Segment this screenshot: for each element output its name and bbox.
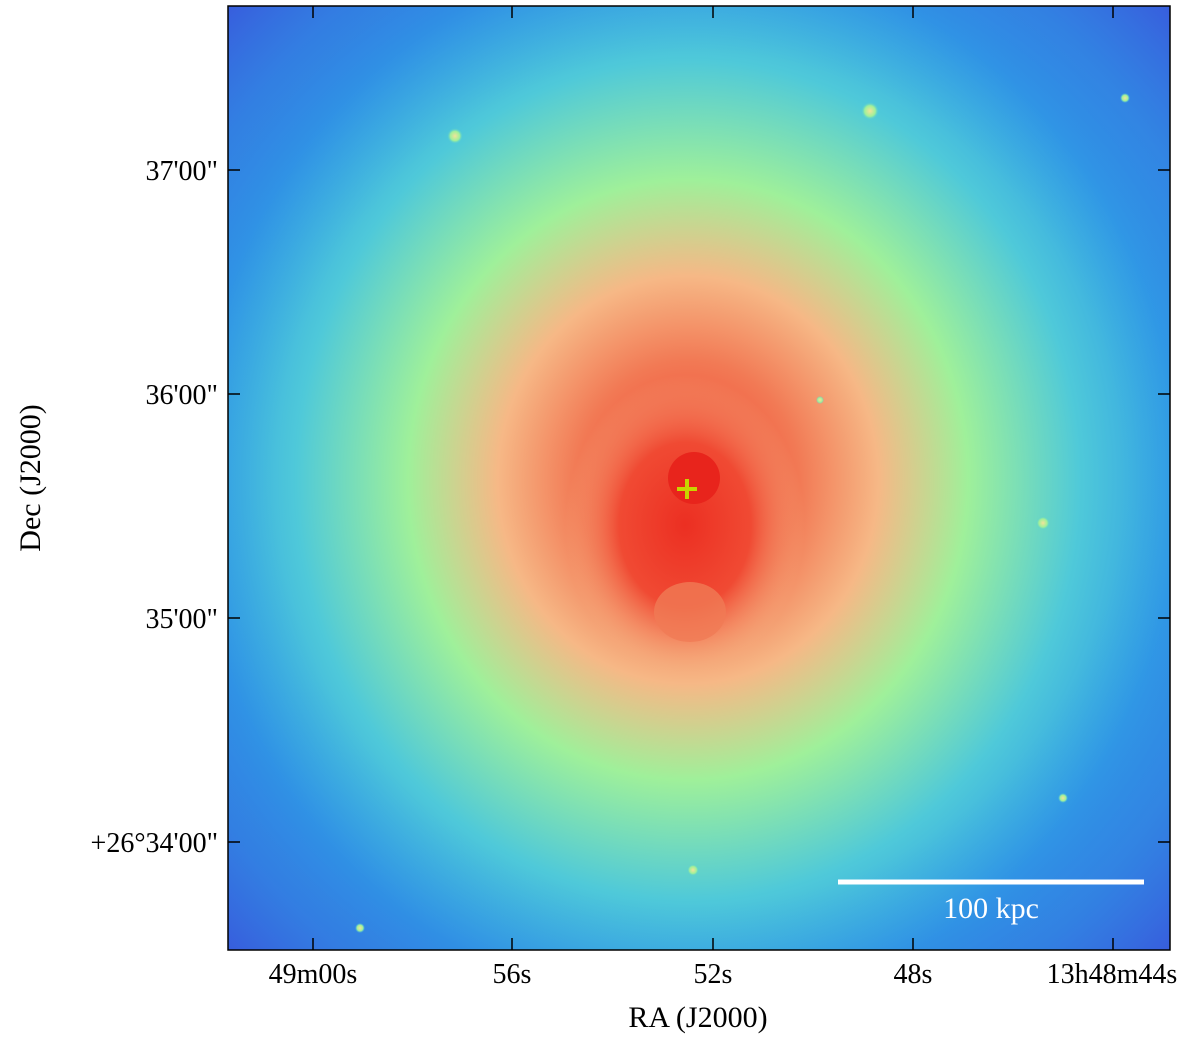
plot-frame [227,5,1171,951]
x-tick-label: 52s [694,959,733,990]
x-tick-label: 48s [894,959,933,990]
point-source [1120,93,1130,103]
point-source [687,864,699,876]
y-tick-label: 37'00" [146,156,218,187]
scale-bar: 100 kpc [838,879,1144,925]
y-axis [228,169,1170,843]
point-source [447,128,463,144]
y-tick-label: 36'00" [146,380,218,411]
x-tick-label: 49m00s [269,959,358,990]
cluster-image [228,6,1170,950]
x-tick-label: 56s [493,959,532,990]
x-axis-title: RA (J2000) [628,1001,767,1034]
y-tick-label: 35'00" [146,604,218,635]
y-tick-label: +26°34'00" [91,828,218,859]
point-source [1058,793,1068,803]
point-source [816,396,824,404]
x-tick-label: 13h48m44s [1047,959,1178,990]
point-source [861,102,879,120]
point-source [355,923,365,933]
y-axis-title: Dec (J2000) [14,404,47,551]
center-marker [677,479,697,499]
scale-bar-label: 100 kpc [943,892,1039,925]
point-source [1036,516,1050,530]
x-axis [312,6,1114,950]
